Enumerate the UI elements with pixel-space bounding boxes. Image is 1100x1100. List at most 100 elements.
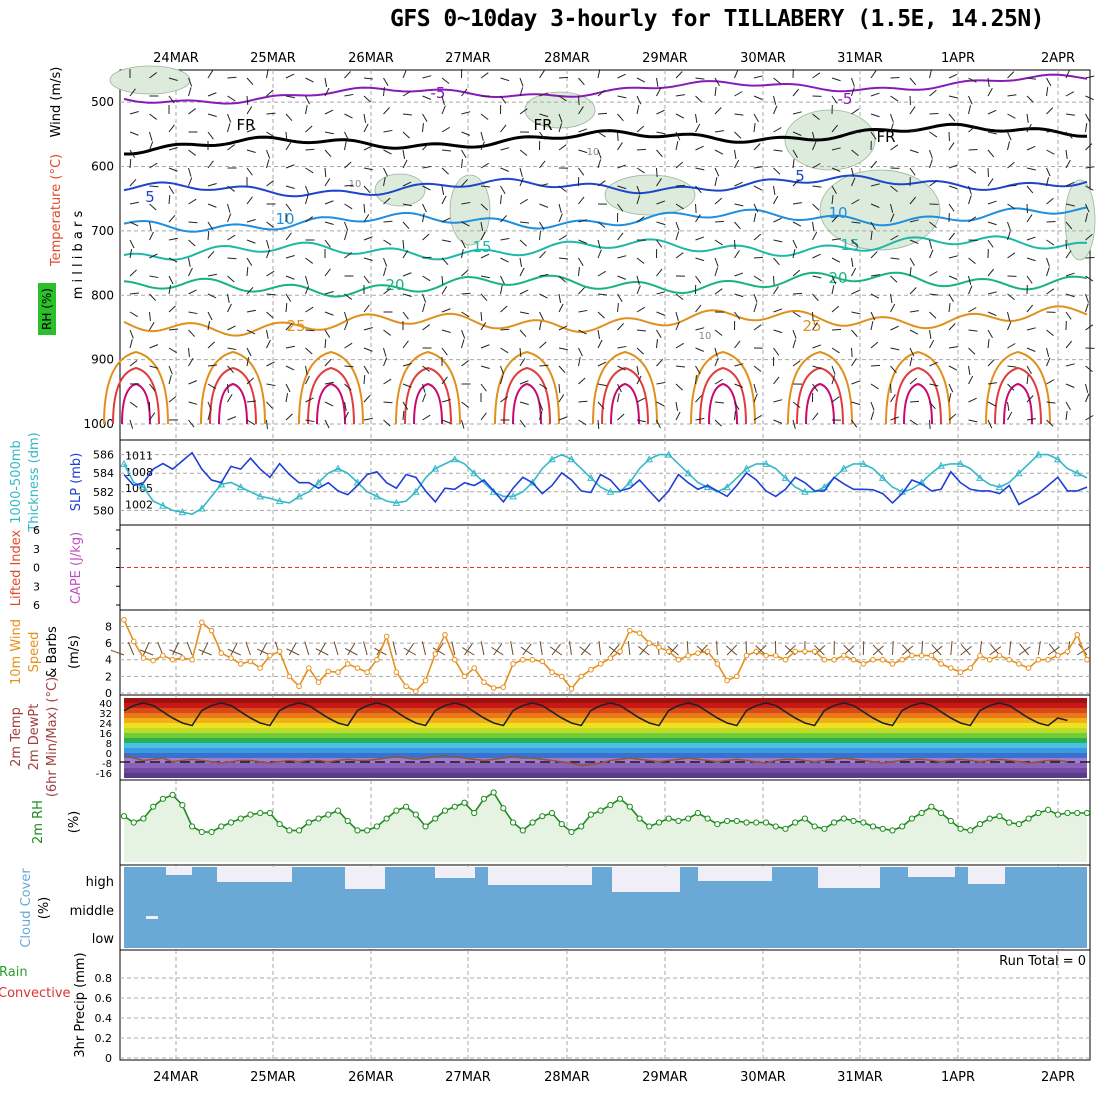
wind-barb bbox=[714, 329, 723, 336]
wind-barb-10m bbox=[990, 643, 1000, 656]
temperature-band bbox=[124, 698, 1087, 703]
wind-barb bbox=[402, 113, 413, 116]
wind-barb bbox=[441, 275, 444, 286]
axis-label-cape: CAPE (J/kg) bbox=[69, 532, 84, 604]
wind-barb bbox=[1085, 95, 1094, 101]
rh-marker bbox=[714, 820, 721, 828]
wind-barb bbox=[402, 250, 409, 259]
wind-barb bbox=[1065, 113, 1075, 116]
isotherm-loop bbox=[592, 350, 658, 425]
wind-barb bbox=[149, 72, 157, 79]
rh-marker bbox=[1054, 811, 1061, 818]
wind-barb bbox=[207, 401, 212, 411]
wind-speed-marker bbox=[500, 684, 507, 690]
isotherm-loop bbox=[200, 350, 266, 425]
wind-barb bbox=[695, 275, 702, 284]
wind-barb bbox=[461, 149, 467, 158]
wind-tick-label: 4 bbox=[105, 654, 112, 667]
wind-barb bbox=[1046, 419, 1054, 427]
wind-barb bbox=[305, 306, 314, 313]
wind-barb bbox=[519, 267, 525, 277]
wind-speed-marker bbox=[218, 650, 225, 656]
wind-barb bbox=[812, 293, 819, 302]
wind-barb bbox=[480, 185, 491, 188]
wind-barb bbox=[714, 267, 719, 277]
wind-barb bbox=[1046, 197, 1054, 205]
wind-barb bbox=[773, 105, 778, 115]
temperature-band bbox=[124, 703, 1087, 708]
rh-marker bbox=[704, 815, 711, 822]
wind-barb bbox=[168, 347, 177, 354]
wind-barb bbox=[363, 365, 370, 374]
wind-barb bbox=[968, 307, 977, 313]
wind-barb bbox=[1007, 411, 1013, 421]
date-label-bottom: 31MAR bbox=[837, 1070, 883, 1085]
wind-barb bbox=[773, 217, 782, 223]
thickness-series-marker bbox=[606, 487, 615, 495]
wind-barb bbox=[500, 305, 508, 313]
wind-barb bbox=[305, 125, 313, 133]
wind-barb bbox=[422, 383, 426, 393]
axis-label-slp: SLP (mb) bbox=[69, 453, 84, 512]
wind-barb bbox=[246, 347, 252, 357]
wind-barb bbox=[305, 148, 315, 151]
wind-barb bbox=[870, 183, 880, 187]
wind-barb bbox=[480, 383, 487, 392]
wind-tick-label: 6 bbox=[105, 637, 112, 650]
rh-marker bbox=[500, 805, 507, 812]
wind-barb bbox=[188, 311, 198, 315]
rh-marker bbox=[169, 791, 176, 798]
wind-barb-10m bbox=[551, 643, 562, 656]
contour-label: 20 bbox=[828, 269, 847, 287]
wind-barb bbox=[500, 285, 503, 295]
wind-barb bbox=[831, 257, 841, 263]
temperature-band bbox=[124, 748, 1087, 753]
wind-barb bbox=[929, 69, 933, 79]
thickness-series-marker bbox=[236, 483, 245, 491]
wind-barb bbox=[636, 419, 646, 423]
thickness-tick-label: 584 bbox=[93, 467, 114, 480]
rh-marker bbox=[636, 815, 643, 822]
wind-barb bbox=[324, 109, 334, 115]
wind-barb bbox=[266, 112, 276, 115]
wind-barb bbox=[675, 113, 685, 119]
temperature-band bbox=[124, 713, 1087, 718]
wind-barb-10m bbox=[288, 642, 297, 656]
wind-speed-marker bbox=[1016, 661, 1022, 667]
rh-marker bbox=[908, 815, 916, 822]
wind-barb bbox=[558, 325, 568, 331]
wind-barb bbox=[1007, 293, 1015, 301]
wind-speed-marker bbox=[695, 650, 701, 656]
wind-barb bbox=[1085, 185, 1094, 191]
wind-barb bbox=[461, 269, 469, 277]
cloud-cover-gap bbox=[908, 867, 955, 877]
wind-barb-10m bbox=[157, 641, 164, 656]
wind-barb bbox=[656, 149, 663, 158]
temperature-band bbox=[124, 753, 1087, 758]
rh-marker bbox=[889, 827, 896, 834]
wind-barb bbox=[714, 357, 719, 367]
rh-marker bbox=[928, 803, 935, 810]
rh-marker bbox=[364, 827, 371, 834]
wind-speed-marker bbox=[451, 656, 458, 663]
wind-barb bbox=[519, 221, 530, 224]
axis-label-wind-unit: (m/s) bbox=[67, 635, 82, 669]
wind-barb bbox=[1026, 304, 1034, 313]
wind-barb bbox=[851, 311, 861, 315]
wind-barb bbox=[207, 411, 211, 421]
wind-barb bbox=[129, 339, 133, 349]
wind-barb-10m bbox=[598, 641, 602, 656]
wind-speed-marker bbox=[529, 656, 536, 663]
wind-barb-10m bbox=[480, 641, 485, 656]
isotherm-line bbox=[123, 305, 1088, 337]
wind-barb bbox=[188, 87, 192, 97]
rh-marker bbox=[208, 828, 215, 836]
wind-barb bbox=[617, 275, 627, 280]
temp-tick-label: -16 bbox=[96, 769, 112, 780]
wind-barb bbox=[695, 185, 702, 194]
wind-barb bbox=[909, 219, 919, 223]
wind-barb-10m bbox=[347, 642, 356, 656]
wind-barb bbox=[1007, 71, 1015, 79]
axis-label-wind-speed: Speed bbox=[27, 632, 42, 673]
wind-barb bbox=[812, 231, 818, 241]
